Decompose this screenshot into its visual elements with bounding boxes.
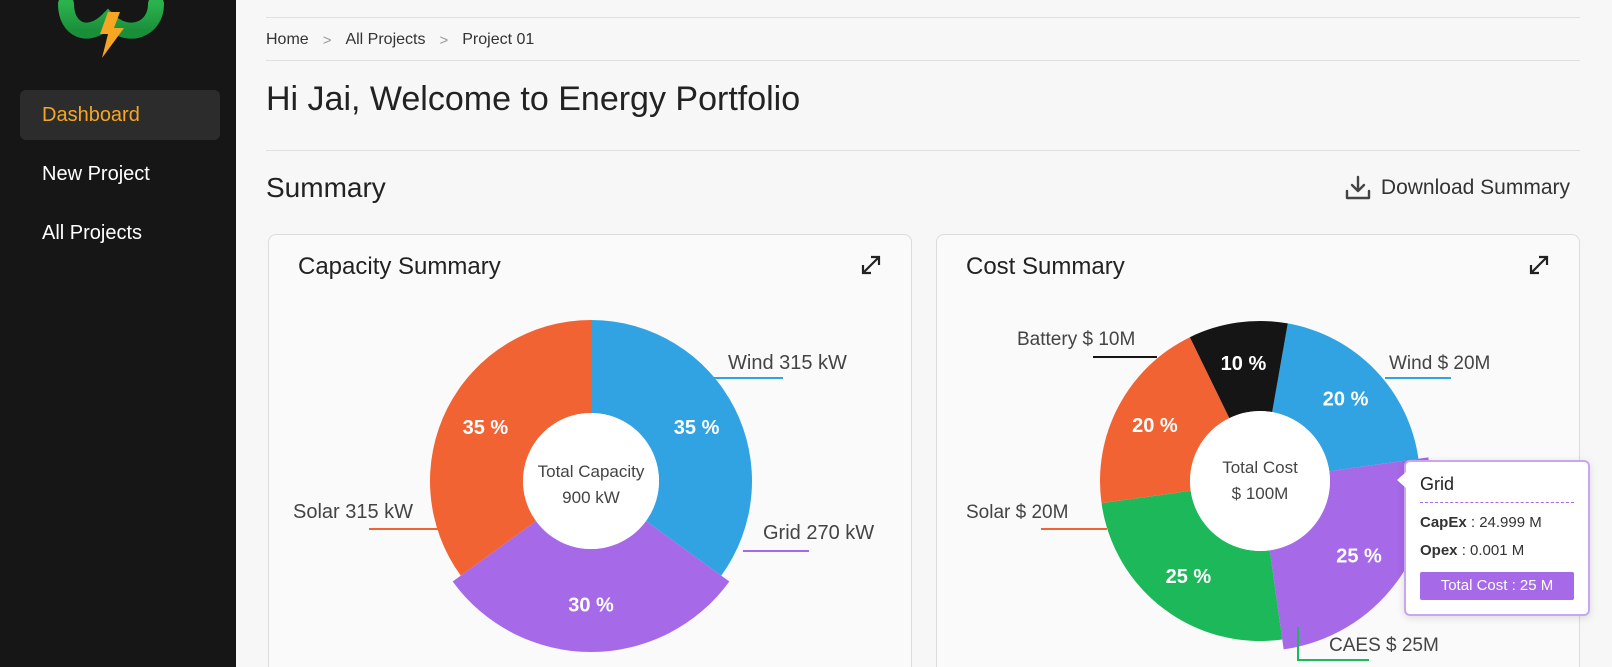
expand-icon[interactable] — [859, 253, 883, 277]
pie-slice-wind[interactable] — [1272, 323, 1419, 472]
opex-value: : 0.001 M — [1461, 542, 1525, 559]
capex-value: : 24.999 M — [1470, 514, 1542, 531]
breadcrumb-home[interactable]: Home — [266, 31, 309, 48]
tooltip-opex: Opex : 0.001 M — [1420, 542, 1524, 559]
data-label-solar: 20 % — [1132, 415, 1178, 437]
data-label-solar: 35 % — [463, 417, 509, 439]
pie-slice-grid[interactable] — [452, 520, 730, 652]
data-label-grid: 25 % — [1336, 546, 1382, 568]
card-title: Cost Summary — [966, 253, 1125, 280]
pie-slice-solar[interactable] — [430, 320, 591, 576]
tooltip-capex: CapEx : 24.999 M — [1420, 514, 1542, 531]
summary-title: Summary — [266, 172, 386, 203]
sidebar-item-all-projects[interactable]: All Projects — [42, 222, 143, 244]
battery-callout: Battery $ 10M — [1017, 329, 1135, 350]
opex-label: Opex — [1420, 542, 1458, 559]
breadcrumb: Home > All Projects > Project 01 — [266, 28, 534, 52]
expand-icon[interactable] — [1527, 253, 1551, 277]
download-summary-label: Download Summary — [1380, 176, 1570, 199]
tooltip-total-cost: Total Cost : 25 M — [1420, 572, 1574, 600]
sidebar: Dashboard New Project All Projects — [0, 0, 236, 667]
sidebar-item-new-project[interactable]: New Project — [42, 163, 150, 185]
card-title: Capacity Summary — [298, 253, 501, 280]
breadcrumb-separator: > — [322, 31, 332, 49]
grid-callout: Grid 270 kW — [763, 522, 874, 544]
center-value: $ 100M — [1232, 484, 1289, 503]
download-icon — [1345, 175, 1371, 200]
capex-label: CapEx — [1420, 514, 1467, 531]
sidebar-item-dashboard[interactable]: Dashboard — [20, 90, 220, 140]
data-label-wind: 35 % — [674, 417, 720, 439]
tooltip-title: Grid — [1420, 474, 1455, 494]
center-label: Total Capacity — [538, 462, 645, 481]
main-content: Home > All Projects > Project 01 Hi Jai,… — [266, 0, 1580, 667]
center-label: Total Cost — [1222, 458, 1298, 477]
pie-slice-solar[interactable] — [1100, 337, 1230, 504]
app-logo — [58, 0, 164, 58]
center-value: 900 kW — [562, 488, 620, 507]
tooltip-divider — [1420, 502, 1574, 503]
data-label-caes: 25 % — [1166, 566, 1212, 588]
caes-callout: CAES $ 25M — [1329, 635, 1439, 656]
pie-slice-grid[interactable] — [1269, 457, 1430, 650]
donut-hole — [523, 413, 659, 549]
grid-tooltip: Grid CapEx : 24.999 M Opex : 0.001 M Tot… — [1397, 460, 1590, 616]
data-label-wind: 20 % — [1323, 388, 1369, 410]
cost-pie-chart: Total Cost $ 100M 20 % 25 % 25 % 20 % 10 % B… — [966, 321, 1490, 661]
divider — [266, 60, 1580, 61]
divider — [266, 150, 1580, 151]
wind-callout: Wind $ 20M — [1389, 353, 1490, 374]
donut-hole — [1190, 411, 1330, 551]
divider — [266, 17, 1580, 18]
pie-slice-battery[interactable] — [1189, 321, 1288, 419]
solar-callout: Solar 315 kW — [293, 501, 413, 523]
breadcrumb-project: Project 01 — [462, 31, 535, 48]
pie-slice-caes[interactable] — [1101, 490, 1283, 641]
page-title: Hi Jai, Welcome to Energy Portfolio — [266, 80, 801, 118]
data-label-battery: 10 % — [1221, 353, 1267, 375]
breadcrumb-separator: > — [439, 31, 449, 49]
pie-slice-wind[interactable] — [591, 320, 752, 576]
download-summary-button[interactable]: Download Summary — [1345, 172, 1570, 204]
caes-leader-line — [1297, 627, 1369, 661]
capacity-pie-chart: Total Capacity 900 kW 35 % 30 % 35 % Wind … — [293, 320, 874, 652]
capacity-summary-card: Capacity Summary Total Capacity 900 kW 3… — [268, 234, 912, 667]
data-label-grid: 30 % — [568, 595, 614, 617]
wind-callout: Wind 315 kW — [728, 352, 847, 374]
breadcrumb-all-projects[interactable]: All Projects — [345, 31, 426, 48]
solar-callout: Solar $ 20M — [966, 502, 1068, 523]
